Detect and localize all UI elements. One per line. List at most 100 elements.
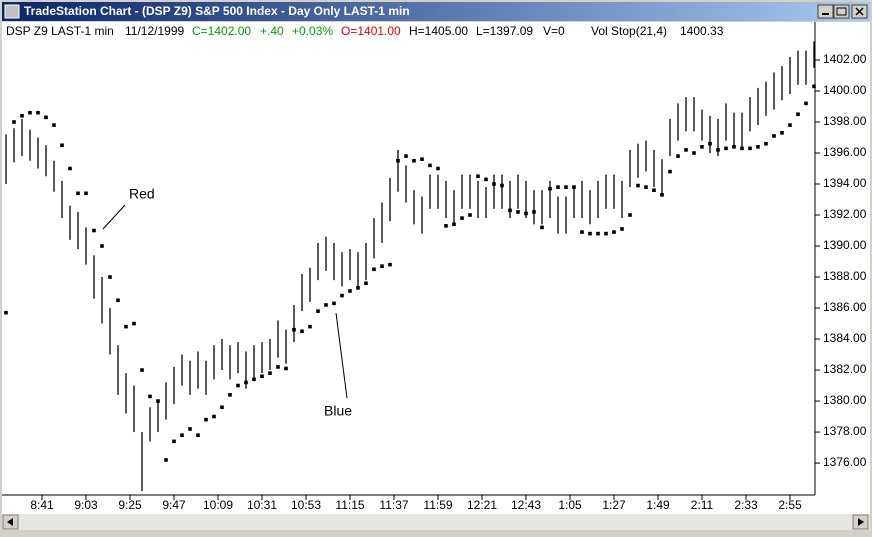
vol-stop-dot — [92, 228, 96, 233]
vol-stop-dot — [540, 225, 544, 230]
vol-stop-dot — [796, 112, 800, 117]
open: O=1401.00 — [341, 24, 401, 38]
y-tick-label: 1394.00 — [823, 176, 867, 190]
vol-stop-dot — [372, 267, 376, 272]
annotation-pointer — [335, 312, 348, 399]
vol-stop-dot — [268, 371, 272, 375]
x-tick-label: 1:27 — [602, 498, 626, 512]
vol-stop-dot — [460, 216, 464, 220]
vol-stop-dot — [100, 244, 104, 248]
x-tick-label: 2:11 — [691, 498, 714, 512]
x-tick-label: 12:43 — [511, 498, 541, 512]
vol-stop-dot — [108, 275, 112, 279]
vol-stop-dot — [156, 399, 160, 403]
vol-stop-dot — [572, 185, 576, 189]
x-tick-label: 12:21 — [467, 498, 497, 512]
y-tick-label: 1392.00 — [823, 207, 867, 221]
vol-stop-dot — [340, 293, 344, 298]
x-tick-label: 11:15 — [335, 498, 364, 512]
vol-stop-dot — [252, 377, 256, 382]
x-tick-label: 9:03 — [74, 498, 98, 512]
vol-stop-dot — [700, 145, 704, 149]
minimize-button[interactable] — [817, 4, 834, 19]
vol-stop-dot — [812, 84, 816, 89]
y-tick-label: 1402.00 — [823, 52, 867, 66]
vol-stop-dot — [380, 264, 384, 268]
y-tick-label: 1384.00 — [823, 331, 867, 345]
volume: V=0 — [543, 24, 565, 38]
vol-stop-dot — [20, 113, 24, 118]
scrollbar — [2, 514, 870, 530]
vol-stop-dot — [412, 158, 416, 163]
y-tick-label: 1396.00 — [823, 145, 867, 159]
vol-stop-dot — [684, 148, 688, 152]
vol-stop-dot — [132, 321, 136, 326]
y-tick-label: 1380.00 — [823, 393, 867, 407]
window-title: TradeStation Chart - (DSP Z9) S&P 500 In… — [24, 4, 410, 18]
vol-stop-dot — [76, 191, 80, 196]
vol-stop-dot — [404, 154, 408, 158]
vol-stop-dot — [332, 301, 336, 306]
scroll-left-icon — [7, 518, 13, 526]
vol-stop-dot — [764, 141, 768, 146]
y-tick-label: 1400.00 — [823, 83, 867, 97]
annotation-pointer — [102, 204, 126, 230]
vol-stop-dot — [644, 185, 648, 189]
vol-stop-dot — [516, 210, 520, 214]
vol-stop-dot — [596, 231, 600, 236]
scroll-track[interactable] — [2, 514, 870, 530]
vol-stop-dot — [140, 368, 144, 372]
date: 11/12/1999 — [125, 24, 184, 38]
x-tick-label: 2:55 — [778, 498, 802, 512]
vol-stop-dot — [284, 366, 288, 371]
vol-stop-dot — [228, 393, 232, 397]
y-tick-label: 1398.00 — [823, 114, 867, 128]
maximize-button[interactable] — [833, 4, 850, 19]
vol-stop-dot — [188, 427, 192, 431]
vol-stop-dot — [236, 383, 240, 388]
indicator-value: 1400.33 — [680, 24, 724, 38]
vol-stop-dot — [588, 231, 592, 236]
close-icon — [855, 7, 864, 16]
vol-stop-dot — [740, 146, 744, 151]
vol-stop-dot — [316, 309, 320, 313]
vol-stop-dot — [364, 281, 368, 286]
vol-stop-dot — [780, 131, 784, 135]
plot: 1376.00 1378.00 1380.00 1382.00 1384.00 1386.… — [4, 41, 867, 512]
x-tick-label: 2:33 — [734, 498, 758, 512]
vol-stop-dot — [60, 143, 64, 148]
vol-stop-dot — [468, 213, 472, 217]
vol-stop-dot — [172, 439, 176, 444]
vol-stop-dot — [308, 324, 312, 329]
vol-stop-dot — [324, 303, 328, 307]
vol-stop-dot — [692, 151, 696, 155]
vol-stop-dot — [148, 394, 152, 399]
vol-stop-dot — [196, 433, 200, 437]
vol-stop-dot — [356, 286, 360, 290]
x-tick-label: 11:37 — [379, 498, 408, 512]
x-tick-label: 10:31 — [247, 498, 277, 512]
symbol: DSP Z9 LAST-1 min — [6, 24, 114, 38]
vol-stop-dot — [716, 148, 720, 152]
vol-stop-dot — [84, 191, 88, 196]
vol-stop-dot — [676, 154, 680, 158]
vol-stop-dot — [396, 158, 400, 163]
vol-stop-dot — [556, 185, 560, 189]
vol-stop-dot — [772, 134, 776, 138]
vol-stop-dot — [244, 380, 248, 385]
vol-stop-dot — [500, 183, 504, 188]
vol-stop-dot — [12, 120, 16, 124]
vol-stop-dot — [628, 213, 632, 217]
y-tick-label: 1386.00 — [823, 300, 867, 314]
vol-stop-dot — [116, 298, 120, 303]
vol-stop-dot — [636, 183, 640, 188]
x-tick-label: 9:25 — [118, 498, 142, 512]
vol-stop-dot — [444, 224, 448, 228]
vol-stop-dot — [476, 174, 480, 179]
vol-stop-dot — [612, 230, 616, 234]
y-tick-label: 1388.00 — [823, 269, 867, 283]
annotation: Red — [129, 186, 155, 202]
vol-stop-dot — [484, 177, 488, 182]
vol-stop-dot — [580, 230, 584, 234]
